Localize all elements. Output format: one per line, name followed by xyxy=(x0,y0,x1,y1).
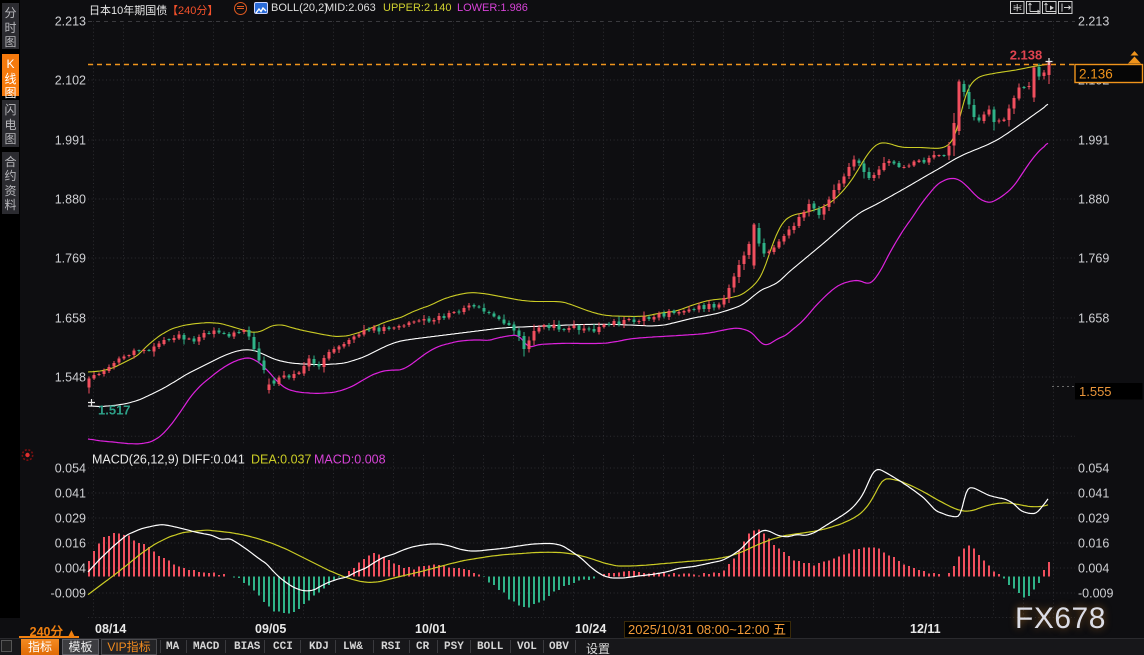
svg-text:1.658: 1.658 xyxy=(55,312,86,326)
svg-text:0.041: 0.041 xyxy=(55,487,86,501)
svg-text:MACD:0.008: MACD:0.008 xyxy=(314,453,386,467)
svg-text:2.102: 2.102 xyxy=(55,74,86,88)
svg-text:1.658: 1.658 xyxy=(1078,312,1109,326)
svg-text:1.880: 1.880 xyxy=(55,193,86,207)
svg-text:1.769: 1.769 xyxy=(55,252,86,266)
svg-text:0.029: 0.029 xyxy=(1078,512,1109,526)
svg-text:0.054: 0.054 xyxy=(55,462,86,476)
svg-text:2.138: 2.138 xyxy=(1010,48,1043,63)
svg-text:2.213: 2.213 xyxy=(1078,15,1109,29)
svg-text:1.555: 1.555 xyxy=(1079,384,1112,399)
svg-text:0.016: 0.016 xyxy=(55,537,86,551)
svg-text:0.041: 0.041 xyxy=(1078,487,1109,501)
svg-text:2.136: 2.136 xyxy=(1079,67,1113,82)
svg-text:0.054: 0.054 xyxy=(1078,462,1109,476)
svg-text:1.769: 1.769 xyxy=(1078,252,1109,266)
svg-text:MACD(26,12,9) DIFF:0.041: MACD(26,12,9) DIFF:0.041 xyxy=(92,453,245,467)
svg-text:2.213: 2.213 xyxy=(55,15,86,29)
svg-text:DEA:0.037: DEA:0.037 xyxy=(251,453,312,467)
svg-text:0.004: 0.004 xyxy=(55,562,86,576)
svg-text:0.029: 0.029 xyxy=(55,512,86,526)
svg-text:0.016: 0.016 xyxy=(1078,537,1109,551)
svg-text:1.991: 1.991 xyxy=(55,134,86,148)
svg-text:1.991: 1.991 xyxy=(1078,134,1109,148)
svg-text:1.880: 1.880 xyxy=(1078,193,1109,207)
svg-text:-0.009: -0.009 xyxy=(1078,587,1113,601)
svg-text:-0.009: -0.009 xyxy=(51,587,86,601)
svg-text:1.517: 1.517 xyxy=(98,403,131,418)
svg-text:1.548: 1.548 xyxy=(55,371,86,385)
svg-text:0.004: 0.004 xyxy=(1078,562,1109,576)
